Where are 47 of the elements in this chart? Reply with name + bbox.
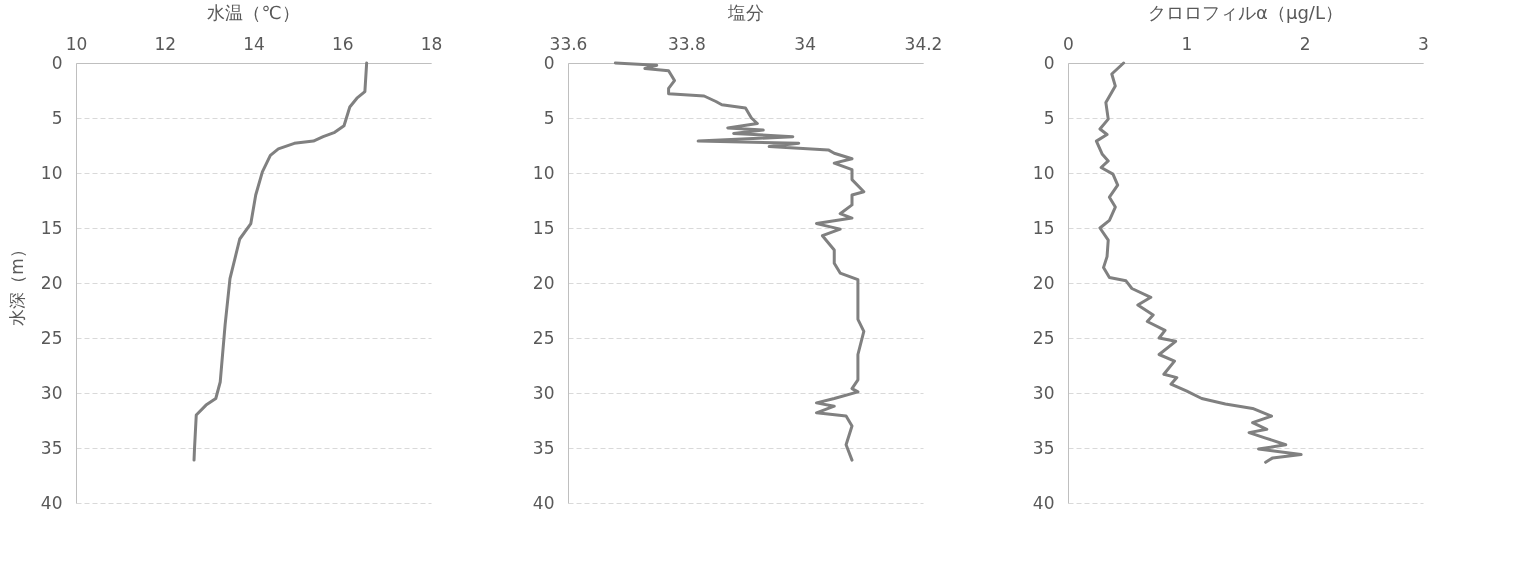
chart-title: 塩分 (726, 2, 764, 23)
y-tick-label: 40 (532, 492, 555, 513)
y-tick-label: 30 (532, 382, 555, 403)
x-tick-label: 1 (1181, 33, 1193, 54)
x-tick-label: 10 (65, 33, 88, 54)
y-tick-label: 10 (532, 162, 555, 183)
x-tick-label: 16 (331, 33, 354, 54)
y-axis-title: 水深（m） (6, 241, 27, 326)
line-series (613, 61, 866, 462)
y-tick-label: 40 (40, 492, 63, 513)
y-tick-label: 0 (51, 52, 63, 73)
y-tick-label: 0 (1043, 52, 1055, 73)
chart-title: クロロフィルα（μg/L） (1148, 2, 1343, 23)
y-tick-label: 10 (40, 162, 63, 183)
x-tick-label: 33.6 (549, 33, 588, 54)
y-tick-label: 35 (40, 437, 63, 458)
y-tick-label: 30 (40, 382, 63, 403)
y-tick-label: 5 (543, 107, 555, 128)
x-tick-label: 34.2 (904, 33, 943, 54)
y-tick-label: 25 (1032, 327, 1055, 348)
x-tick-label: 14 (243, 33, 265, 54)
x-tick-label: 3 (1418, 33, 1429, 54)
x-tick-label: 12 (154, 33, 177, 54)
y-tick-label: 0 (543, 52, 555, 73)
y-tick-label: 25 (40, 327, 63, 348)
y-tick-label: 20 (532, 272, 555, 293)
y-tick-label: 35 (1032, 437, 1055, 458)
y-tick-label: 5 (51, 107, 63, 128)
x-tick-label: 0 (1063, 33, 1074, 54)
x-tick-label: 34 (794, 33, 816, 54)
y-tick-label: 5 (1043, 107, 1055, 128)
y-tick-label: 10 (1032, 162, 1055, 183)
y-tick-label: 25 (532, 327, 555, 348)
y-tick-label: 35 (532, 437, 555, 458)
y-tick-label: 20 (40, 272, 63, 293)
x-tick-label: 2 (1299, 33, 1311, 54)
x-tick-label: 33.8 (667, 33, 706, 54)
y-tick-label: 15 (532, 217, 555, 238)
line-series (192, 61, 369, 462)
y-tick-label: 40 (1032, 492, 1055, 513)
y-tick-label: 15 (40, 217, 63, 238)
chart-title: 水温（℃） (207, 2, 300, 23)
line-series (1094, 61, 1303, 464)
y-tick-label: 30 (1032, 382, 1055, 403)
x-tick-label: 18 (420, 33, 443, 54)
y-tick-label: 15 (1032, 217, 1055, 238)
y-tick-label: 20 (1032, 272, 1055, 293)
